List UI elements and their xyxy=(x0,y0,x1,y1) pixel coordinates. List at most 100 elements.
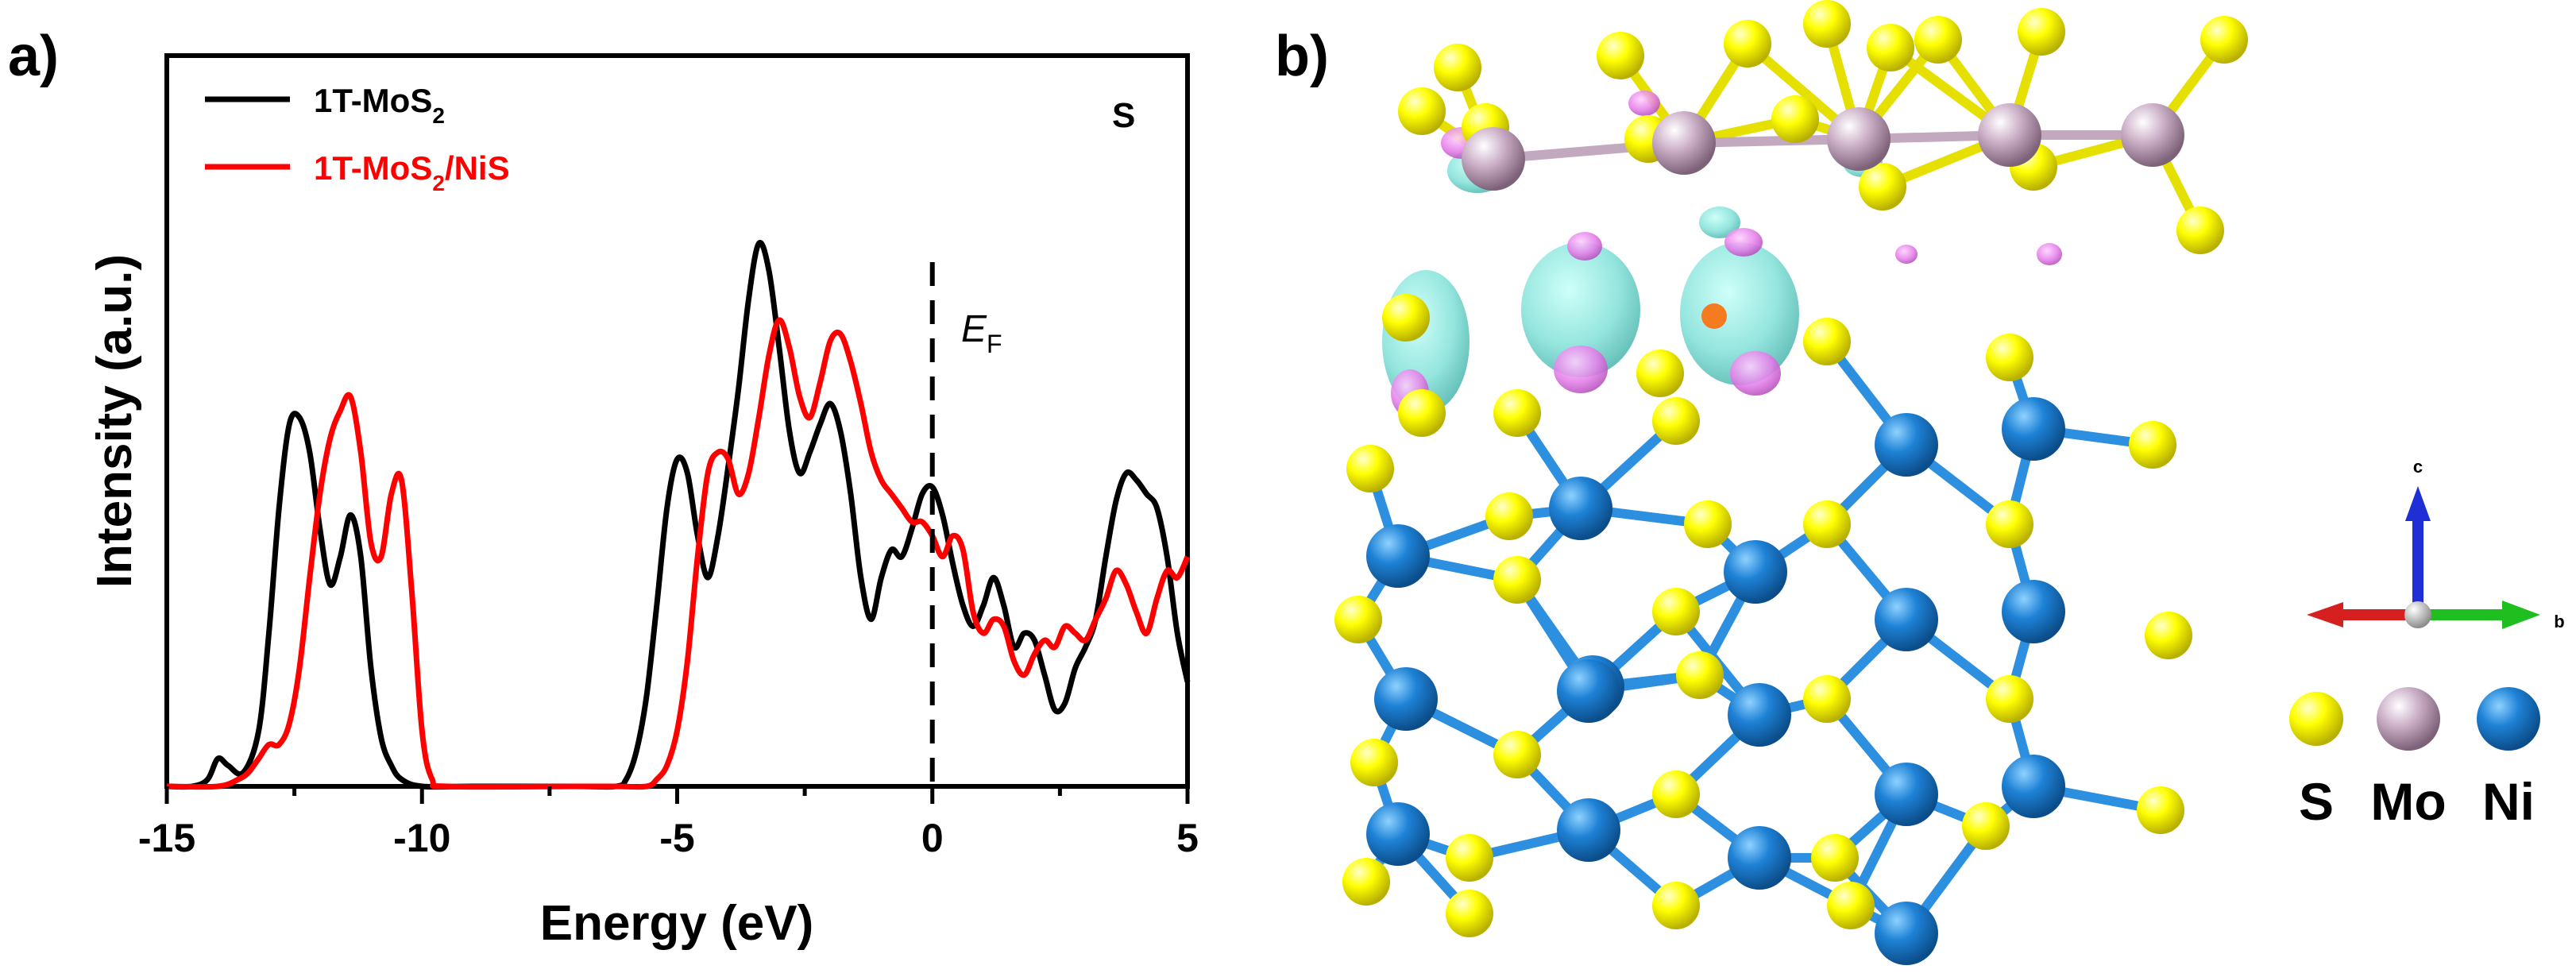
ni-atom xyxy=(1875,588,1938,651)
s-atom xyxy=(1986,675,2033,723)
mo-atom xyxy=(1827,107,1890,171)
charge-depletion-isosurface xyxy=(1724,228,1763,257)
x-tick-label: -5 xyxy=(659,816,694,860)
ni-atom xyxy=(1366,802,1430,866)
ni-atom xyxy=(1728,683,1791,747)
s-atom xyxy=(1771,95,1819,143)
c-axis-arrowhead xyxy=(2405,486,2431,521)
s-atom xyxy=(1914,16,1962,64)
a-axis-arrowhead xyxy=(2307,602,2343,628)
ni-atom xyxy=(1875,902,1938,965)
s-atom xyxy=(1493,731,1541,778)
s-atom xyxy=(1803,0,1851,48)
mo-atom xyxy=(2121,103,2184,167)
ni-atom xyxy=(2002,580,2065,643)
s-atom xyxy=(1811,834,1859,882)
charge-depletion-isosurface xyxy=(1730,351,1781,396)
x-tick-label: -10 xyxy=(393,816,450,860)
chart-series-group xyxy=(166,240,1191,790)
crystal-axes-indicator: c b xyxy=(2307,457,2565,631)
ni-atom xyxy=(2002,397,2065,461)
s-atom xyxy=(1636,349,1684,397)
s-atom xyxy=(1652,397,1700,445)
x-tick-label: 0 xyxy=(921,816,944,860)
s-atom xyxy=(2018,8,2065,56)
s-atom xyxy=(1446,890,1493,937)
y-axis-label: Intensity (a.u.) xyxy=(87,254,142,588)
s-atom xyxy=(1676,651,1724,699)
charge-depletion-isosurface xyxy=(2037,243,2062,265)
s-atom xyxy=(1382,294,1430,342)
ni-atom xyxy=(1374,667,1438,731)
ni-atom xyxy=(1366,524,1430,588)
s-atom xyxy=(1859,163,1906,210)
s-atom xyxy=(1652,588,1700,635)
mo-atom xyxy=(1462,127,1525,191)
s-atom xyxy=(1652,882,1700,929)
ni-atom xyxy=(1557,659,1620,723)
x-tick-label: 5 xyxy=(1176,816,1199,860)
ni-atom xyxy=(1728,826,1791,890)
legend-ni-atom xyxy=(2477,687,2540,751)
s-atom xyxy=(2200,16,2248,64)
c-axis-label: c xyxy=(2413,457,2423,477)
series-line-mos2 xyxy=(166,240,1191,790)
ni-atom xyxy=(1549,477,1612,540)
charge-accumulation-isosurface xyxy=(1680,242,1799,385)
s-atom xyxy=(1342,858,1390,906)
x-tick-label: -15 xyxy=(138,816,195,860)
atom-group xyxy=(1334,0,2248,965)
b-axis-arrowhead xyxy=(2502,600,2540,629)
s-atom xyxy=(1652,770,1700,818)
charge-accumulation-isosurface xyxy=(1521,242,1640,377)
s-atom xyxy=(1684,500,1732,548)
panel-b-label: b) xyxy=(1275,25,1329,88)
s-atom xyxy=(1334,596,1382,643)
s-atom xyxy=(1493,389,1541,437)
s-atom xyxy=(1803,675,1851,723)
mo-atom xyxy=(1978,103,2041,167)
s-atom xyxy=(1803,500,1851,548)
panel-a-label: a) xyxy=(8,25,59,88)
charge-depletion-isosurface xyxy=(1567,232,1602,261)
series-line-mos2-nis xyxy=(166,317,1191,790)
legend-entry-label: 1T-MoS2 xyxy=(314,82,445,128)
legend-s-atom xyxy=(2289,692,2343,746)
charge-depletion-isosurface xyxy=(1895,245,1918,264)
s-atom xyxy=(1446,834,1493,882)
s-atom xyxy=(1724,20,1771,68)
s-atom xyxy=(2176,207,2224,254)
legend-ni-label: Ni xyxy=(2482,772,2535,831)
b-axis-label: b xyxy=(2554,612,2564,631)
s-atom xyxy=(1597,32,1644,79)
dos-chart: EF -15 -10 -5 0 5 Energy (eV) Intensity (a.u… xyxy=(87,53,1199,951)
charge-depletion-isosurface xyxy=(1554,346,1608,393)
s-atom xyxy=(2145,612,2192,659)
s-atom xyxy=(1493,556,1541,604)
ni-atom xyxy=(1875,763,1938,826)
x-axis-label: Energy (eV) xyxy=(540,896,814,951)
atom-legend: S Mo Ni xyxy=(2289,687,2540,831)
mo-atom xyxy=(1652,111,1716,175)
s-atom xyxy=(1398,87,1446,135)
charge-density-structure xyxy=(1334,0,2248,965)
charge-depletion-isosurface xyxy=(1628,91,1660,116)
s-atom xyxy=(1485,492,1533,540)
s-atom xyxy=(1398,389,1446,437)
ni-atom xyxy=(1724,540,1787,604)
s-atom xyxy=(1346,445,1394,492)
legend-mo-atom xyxy=(2377,687,2440,751)
s-atom xyxy=(2137,786,2184,834)
s-atom xyxy=(1867,24,1914,71)
s-atom xyxy=(1827,882,1875,929)
legend-mo-label: Mo xyxy=(2370,772,2446,831)
chart-legend: 1T-MoS2 1T-MoS2/NiS xyxy=(205,82,510,195)
s-atom xyxy=(1350,739,1398,786)
x-tick-group: -15 -10 -5 0 5 xyxy=(138,786,1199,860)
highlighted-atom xyxy=(1701,303,1727,329)
legend-s-label: S xyxy=(2299,772,2334,831)
legend-entry-label: 1T-MoS2/NiS xyxy=(314,149,510,195)
axes-origin xyxy=(2404,601,2431,628)
